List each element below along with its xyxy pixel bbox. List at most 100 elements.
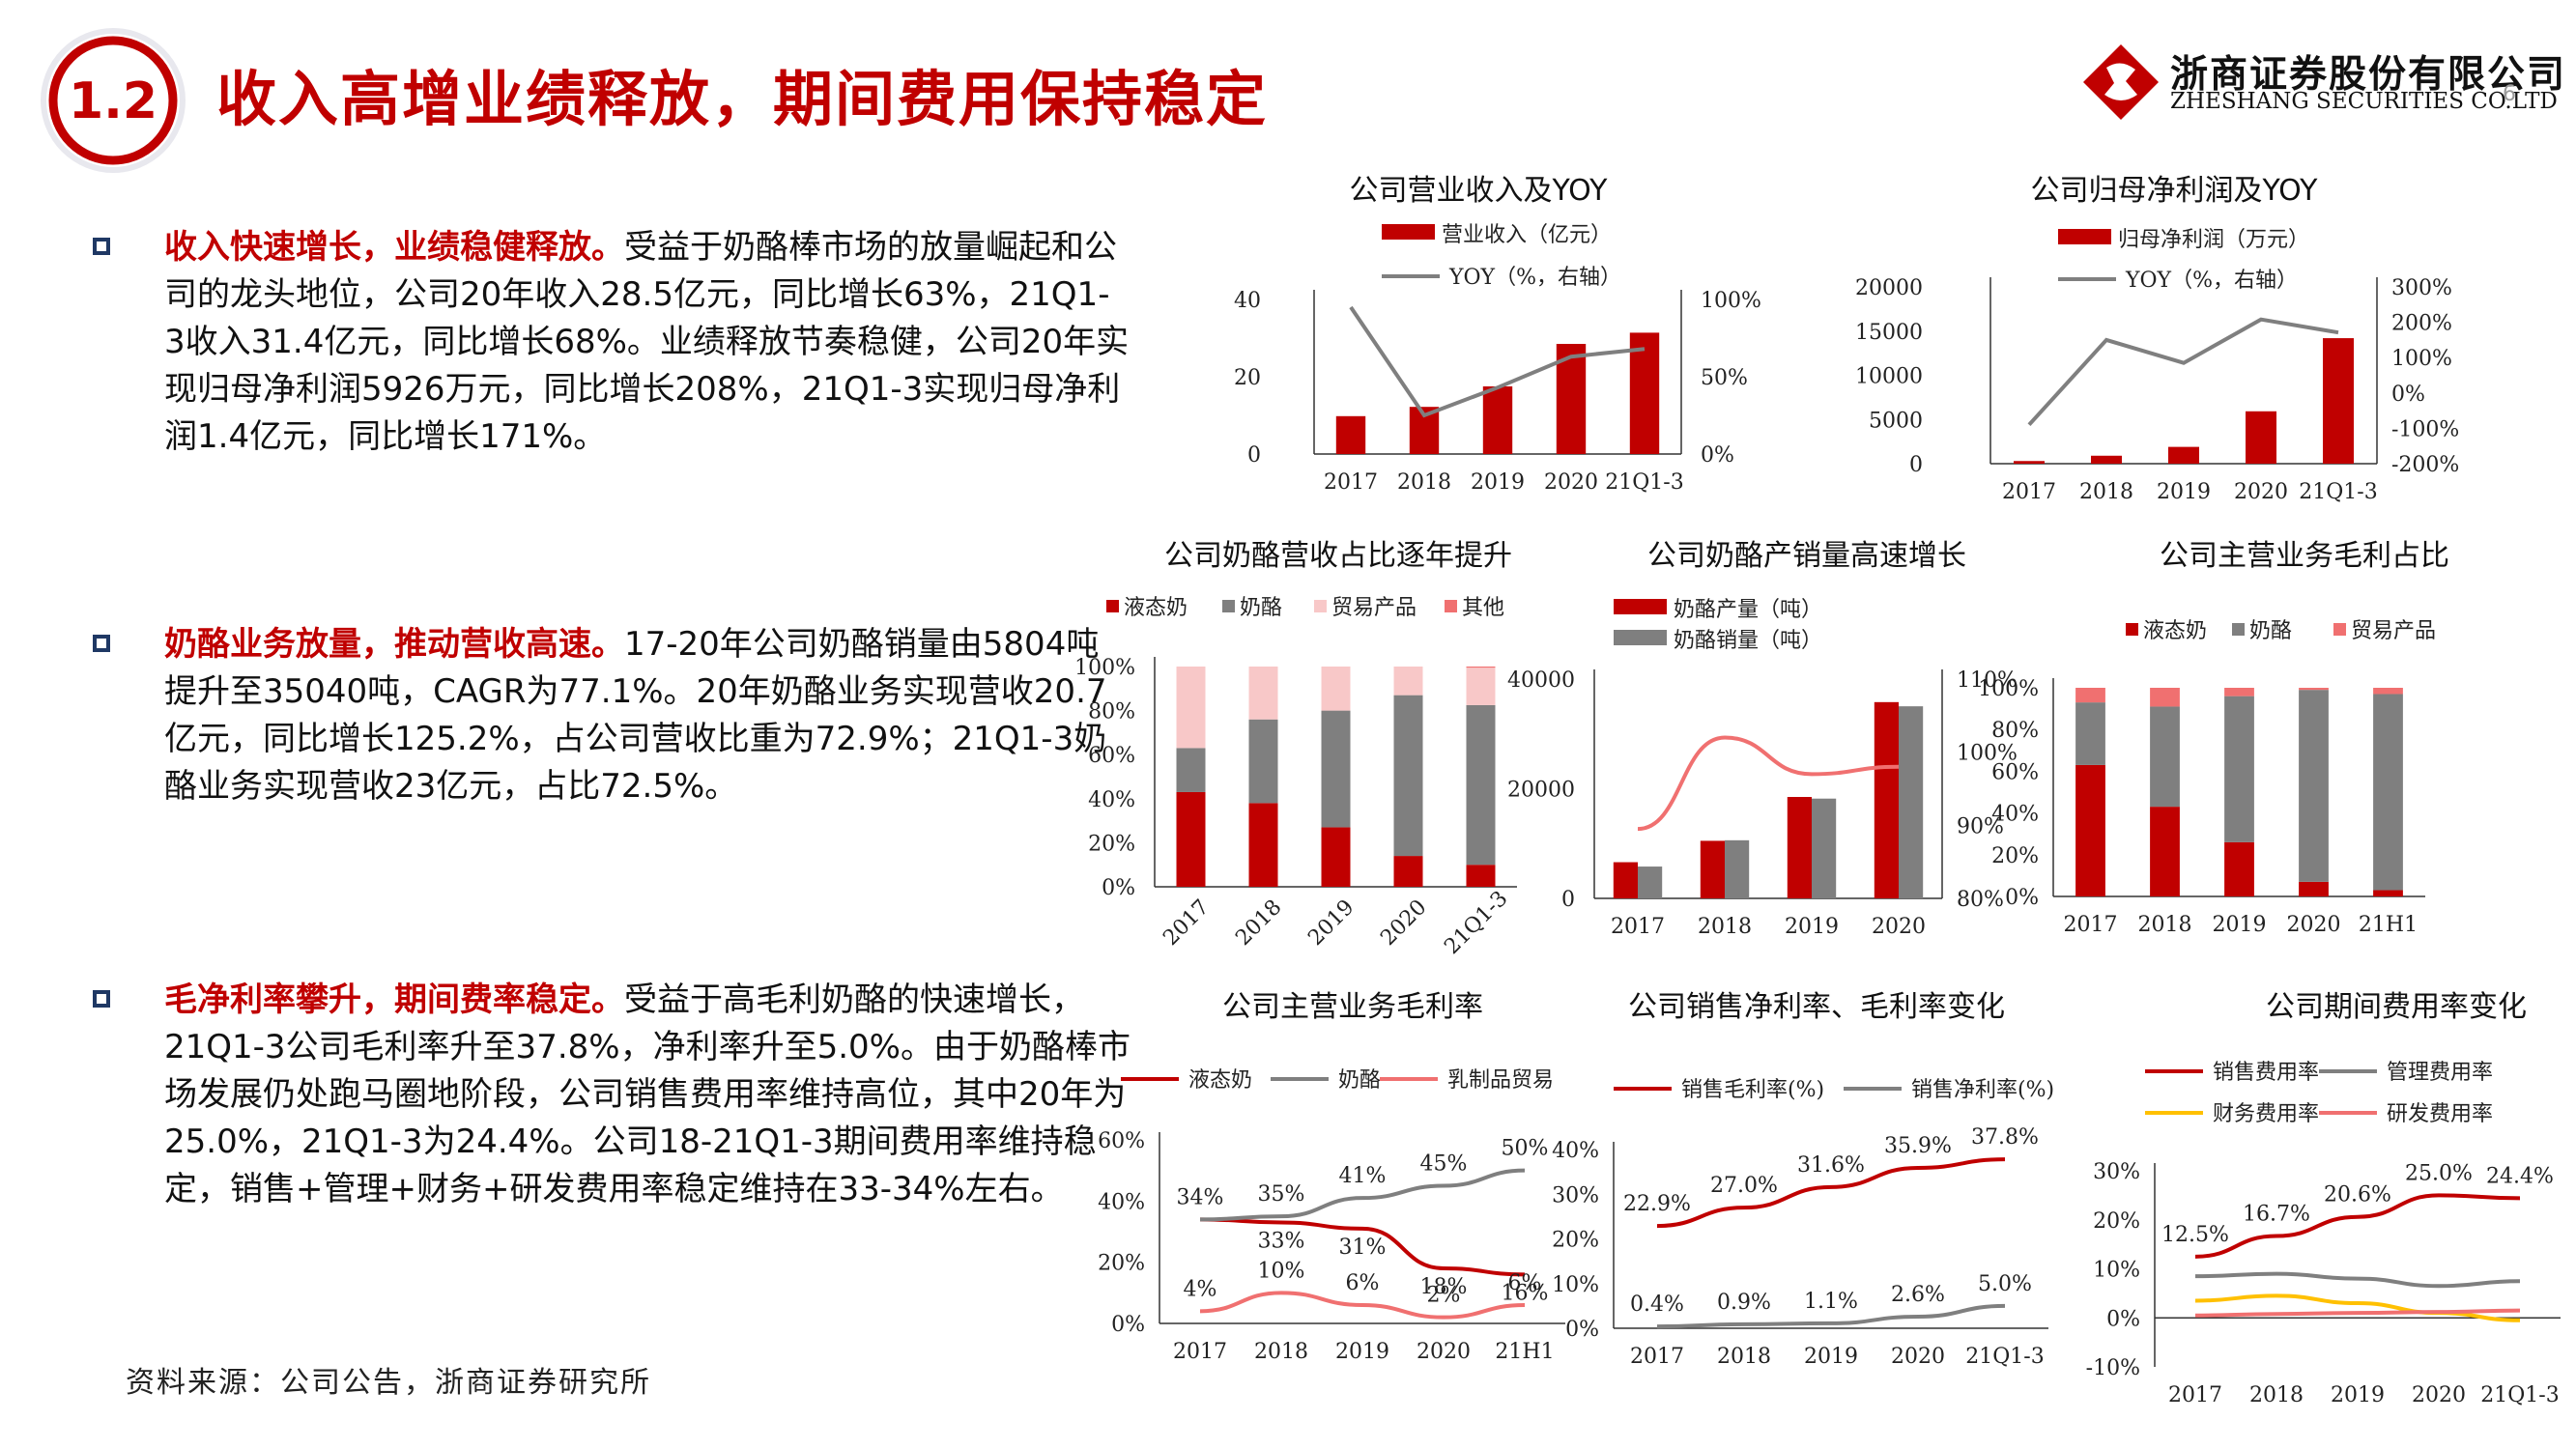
chart-title-gross-profit-share: 公司主营业务毛利占比 (2160, 539, 2449, 573)
data-label: 50% (1502, 1137, 1549, 1161)
category-label: 2019 (1785, 915, 1839, 939)
company-logo: 浙商证券股份有限公司 ZHESHANG SECURITIES CO.LTD 6 (2077, 39, 2564, 126)
series-line (1199, 1168, 1526, 1222)
y-tick-label: 20% (1991, 844, 2039, 868)
bullet-square-icon (93, 238, 110, 255)
y-tick-label: 0% (1565, 1318, 1599, 1342)
y-tick-label: 0% (1102, 876, 1135, 900)
y2-tick-label: 200% (2391, 312, 2452, 336)
y-tick-label: 20000 (1855, 276, 1923, 300)
y-tick-label: 20% (1088, 832, 1135, 856)
y2-tick-label: 50% (1701, 366, 1748, 390)
category-label: 2020 (1891, 1345, 1945, 1369)
page-title: 收入高增业绩释放，期间费用保持稳定 (216, 64, 1269, 134)
data-label: 34% (1177, 1185, 1224, 1209)
legend-label: 销售费用率 (2213, 1061, 2319, 1085)
bar-segment (1248, 719, 1278, 804)
bar-segment (1466, 865, 1496, 887)
bullet-highlight: 毛净利率攀升，期间费率稳定。 (164, 980, 624, 1019)
y-tick-label: 10000 (1855, 365, 1923, 389)
y-tick-label: 20000 (1507, 779, 1575, 803)
category-label: 21Q1-3 (2480, 1383, 2559, 1407)
category-label: 2017 (2064, 913, 2118, 937)
legend-label: 液态奶 (1124, 596, 1188, 620)
data-label: 10% (1258, 1259, 1305, 1283)
category-label: 21Q1-3 (2299, 480, 2377, 504)
bar (1812, 798, 1837, 898)
legend-label: 乳制品贸易 (1447, 1068, 1554, 1093)
bullet-body: 受益于高毛利奶酪的快速增长，21Q1-3公司毛利率升至37.8%，净利率升至5.… (164, 980, 1131, 1208)
bullet-square-icon (93, 990, 110, 1008)
series-line (2194, 1193, 2521, 1259)
bar-segment (2150, 807, 2180, 896)
category-label: 2017 (1173, 1340, 1227, 1364)
bar (1629, 332, 1660, 454)
data-label: 20.6% (2324, 1183, 2391, 1208)
y2-tick-label: 0% (1701, 443, 1734, 468)
y-tick-label: 100% (1978, 677, 2039, 701)
bar (2323, 338, 2354, 464)
data-label: 25.0% (2405, 1161, 2473, 1185)
company-name-cn: 浙商证券股份有限公司 (2170, 53, 2567, 97)
legend-swatch (1314, 600, 1327, 612)
bar-segment (2150, 706, 2180, 808)
data-label: 41% (1339, 1164, 1387, 1188)
category-label: 2017 (2002, 480, 2056, 504)
bar-segment (1248, 667, 1278, 720)
category-label: 2020 (2287, 913, 2341, 937)
legend-swatch (1614, 599, 1667, 614)
bar (1335, 415, 1366, 454)
category-label: 2020 (2234, 480, 2288, 504)
category-label: 21Q1-3 (1605, 470, 1683, 495)
data-label: 12.5% (2161, 1223, 2229, 1247)
bar (1556, 344, 1587, 454)
y-tick-label: 20 (1234, 366, 1261, 390)
y-tick-label: 80% (1991, 719, 2039, 743)
section-number: 1.2 (69, 72, 157, 130)
legend-swatch (1382, 224, 1435, 240)
bar (1700, 840, 1725, 898)
bar-segment (1393, 695, 1423, 857)
chart-title-cheese-volume: 公司奶酪产销量高速增长 (1647, 539, 1966, 573)
bar-segment (1466, 667, 1496, 668)
category-label: 2018 (1254, 1340, 1308, 1364)
legend-swatch (1614, 630, 1667, 645)
bar (1874, 701, 1899, 898)
data-label: 35.9% (1884, 1134, 1952, 1158)
y-tick-label: 20% (2093, 1209, 2140, 1234)
section-badge: 1.2 (41, 28, 186, 173)
bar-segment (1466, 704, 1496, 866)
y2-tick-label: 300% (2391, 276, 2452, 300)
bar (1613, 862, 1638, 898)
legend-label: 奶酪 (1338, 1068, 1381, 1093)
y-tick-label: 0% (1111, 1313, 1145, 1337)
bullet-text: 收入快速增长，业绩稳健释放。受益于奶酪棒市场的放量崛起和公司的龙头地位，公司20… (164, 224, 1131, 461)
y-tick-label: 60% (1991, 760, 2039, 784)
category-label: 2020 (2412, 1383, 2466, 1407)
data-label: 6% (1508, 1271, 1542, 1295)
y-tick-label: 10% (2093, 1259, 2140, 1283)
bar (1409, 407, 1440, 454)
y2-tick-label: 100% (1957, 742, 2018, 766)
y2-tick-label: 110% (1957, 668, 2018, 693)
bar-segment (2150, 688, 2180, 707)
bar-segment (1321, 710, 1351, 828)
bar (2168, 446, 2199, 464)
bar-segment (2299, 881, 2329, 896)
category-label: 2020 (1544, 470, 1598, 495)
y-tick-label: 40% (1991, 803, 2039, 827)
legend-swatch (1222, 600, 1235, 612)
bar (1725, 839, 1750, 898)
y-tick-label: 40000 (1507, 668, 1575, 693)
chart-title-expense-ratios: 公司期间费用率变化 (2266, 990, 2527, 1024)
category-label: 2019 (2157, 480, 2211, 504)
category-label: 2019 (1804, 1345, 1858, 1369)
legend-swatch (2126, 623, 2138, 636)
data-label: 0.4% (1630, 1293, 1684, 1317)
series-line (1637, 735, 1900, 832)
category-label: 2020 (1376, 895, 1431, 951)
category-label: 2018 (1717, 1345, 1771, 1369)
category-label: 21Q1-3 (1440, 887, 1512, 959)
series-line (1656, 1157, 2006, 1229)
legend-swatch (2333, 623, 2346, 636)
